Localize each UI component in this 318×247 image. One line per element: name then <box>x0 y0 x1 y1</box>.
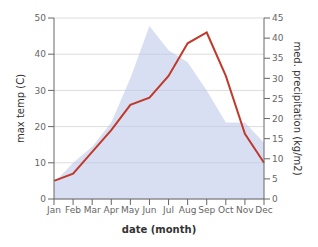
svg-text:Aug: Aug <box>179 205 197 215</box>
svg-text:Jun: Jun <box>141 205 156 215</box>
svg-text:40: 40 <box>272 33 284 43</box>
svg-text:max temp (C): max temp (C) <box>15 74 26 143</box>
svg-text:25: 25 <box>272 94 283 104</box>
svg-text:30: 30 <box>35 86 47 96</box>
svg-text:0: 0 <box>40 194 46 204</box>
svg-text:0: 0 <box>272 194 278 204</box>
svg-text:Jul: Jul <box>162 205 174 215</box>
svg-text:20: 20 <box>272 114 284 124</box>
svg-text:Sep: Sep <box>198 205 215 215</box>
svg-text:Feb: Feb <box>65 205 81 215</box>
svg-text:35: 35 <box>272 53 283 63</box>
svg-text:40: 40 <box>35 49 47 59</box>
svg-text:10: 10 <box>272 154 284 164</box>
svg-text:Dec: Dec <box>255 205 272 215</box>
svg-text:Apr: Apr <box>103 205 119 215</box>
svg-text:45: 45 <box>272 13 283 23</box>
svg-text:10: 10 <box>35 158 47 168</box>
svg-text:Oct: Oct <box>218 205 234 215</box>
svg-text:med. precipitation (kg/m2): med. precipitation (kg/m2) <box>292 41 303 175</box>
svg-text:Nov: Nov <box>236 205 254 215</box>
svg-text:20: 20 <box>35 122 47 132</box>
svg-text:Mar: Mar <box>84 205 101 215</box>
svg-text:50: 50 <box>35 13 47 23</box>
svg-text:May: May <box>121 205 140 215</box>
svg-text:30: 30 <box>272 74 284 84</box>
svg-text:5: 5 <box>272 174 278 184</box>
svg-text:date (month): date (month) <box>122 224 196 235</box>
svg-text:15: 15 <box>272 134 283 144</box>
svg-text:Jan: Jan <box>46 205 61 215</box>
